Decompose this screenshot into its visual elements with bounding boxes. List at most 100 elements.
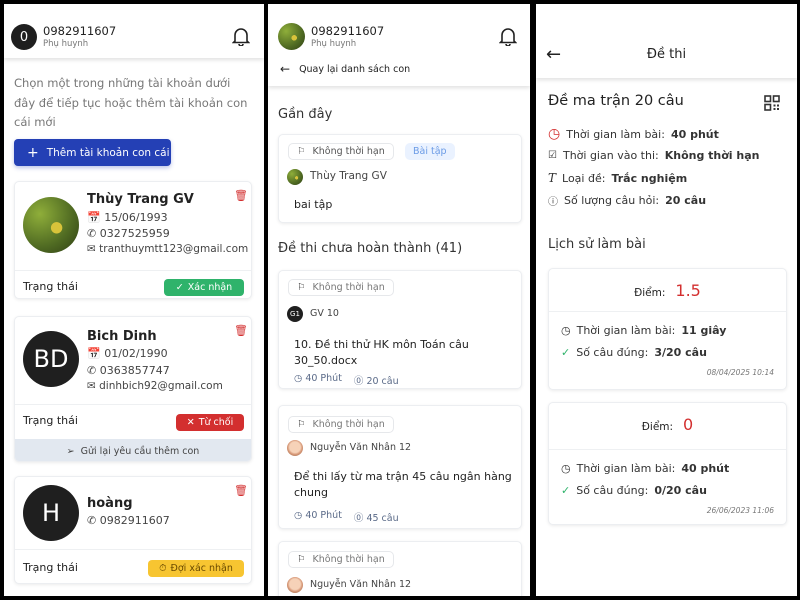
child-card[interactable]: H hoàng ✆ 0982911607 🗑 Trạng thái ⏱ Đợi … <box>14 476 252 584</box>
text-type-icon: T <box>548 171 557 185</box>
header-title: Đề thi <box>646 47 687 62</box>
user-role: Phụ huynh <box>311 39 357 49</box>
author-name: Nguyễn Văn Nhân 12 <box>310 442 412 453</box>
check-circle-icon: ✓ <box>561 484 571 497</box>
child-card[interactable]: BD Bich Dinh 📅 01/02/1990 ✆ 0363857747 ✉… <box>14 316 252 462</box>
clock-icon: ◷ <box>561 324 571 337</box>
question-count: 20 câu <box>366 376 399 387</box>
check-circle-icon: ✓ <box>561 346 571 359</box>
deadline-tag: ⚐ Không thời hạn <box>288 279 394 296</box>
question-count: 45 câu <box>366 513 399 524</box>
send-icon: ➢ <box>66 445 75 457</box>
attempt-card[interactable]: Điểm: 0 ◷ Thời gian làm bài: 40 phút ✓ Số câ… <box>548 402 787 525</box>
email-value: dinhbich92@gmail.com <box>99 380 223 392</box>
score-row: Điểm: 1.5 <box>634 281 701 300</box>
attempt-time: ◷ Thời gian làm bài: 11 giây <box>561 324 727 337</box>
child-dob: 📅 15/06/1993 <box>87 211 168 224</box>
deadline-tag: ⚐ Không thời hạn <box>288 551 394 568</box>
back-arrow-icon[interactable]: ← <box>546 44 562 65</box>
recent-title: Gần đây <box>278 107 333 122</box>
child-dashboard-screen: 0982911607 Phụ huynh ← Quay lại danh sách… <box>268 4 530 596</box>
attempt-correct: ✓ Số câu đúng: 3/20 câu <box>561 346 707 359</box>
assignment-title: bai tập <box>294 198 333 211</box>
avatar[interactable]: 0 <box>11 24 37 50</box>
child-name: hoàng <box>87 496 133 511</box>
arrow-left-icon: ← <box>280 62 291 76</box>
resend-request-button[interactable]: ➢ Gửi lại yêu cầu thêm con <box>15 439 251 461</box>
trash-icon[interactable]: 🗑 <box>234 324 248 337</box>
flag-icon: ⚐ <box>297 282 306 293</box>
child-email: ✉ tranthuymtt123@gmail.com <box>87 243 249 255</box>
email-value: tranthuymtt123@gmail.com <box>99 243 249 255</box>
qr-code-icon[interactable] <box>764 95 780 111</box>
app-header: ← Đề thi <box>536 4 797 78</box>
child-name: Bich Dinh <box>87 329 157 344</box>
author-avatar <box>287 577 303 593</box>
attempt-time: ◷ Thời gian làm bài: 40 phút <box>561 462 730 475</box>
child-phone: ✆ 0982911607 <box>87 514 170 527</box>
avatar[interactable] <box>278 23 305 50</box>
info-duration: ◷ Thời gian làm bài: 40 phút <box>548 126 719 142</box>
dob-value: 15/06/1993 <box>104 211 168 224</box>
duration: 40 Phút <box>305 510 342 521</box>
author-avatar <box>287 169 303 185</box>
trash-icon[interactable]: 🗑 <box>234 484 248 497</box>
info-question-count: ⓘ Số lượng câu hỏi: 20 câu <box>548 194 707 208</box>
phone-value: 0327525959 <box>99 227 170 240</box>
back-to-children-link[interactable]: ← Quay lại danh sách con <box>280 62 410 76</box>
bell-icon[interactable] <box>232 26 250 46</box>
exam-card[interactable]: ⚐ Không thời hạn Nguyễn Văn Nhân 12 <box>278 541 522 596</box>
child-avatar <box>23 197 79 253</box>
status-label: Trạng thái <box>23 280 78 293</box>
child-accounts-screen: 0 0982911607 Phụ huynh Chọn một trong nh… <box>4 4 264 596</box>
deadline-tag: ⚐ Không thời hạn <box>288 416 394 433</box>
recent-card[interactable]: ⚐ Không thời hạn Bài tập Thùy Trang GV ba… <box>278 134 522 223</box>
flag-icon: ⚐ <box>297 554 306 565</box>
bell-icon[interactable] <box>499 26 517 46</box>
info-start-time: ☑ Thời gian vào thi: Không thời hạn <box>548 149 760 162</box>
info-type: T Loại đề: Trắc nghiệm <box>548 171 688 185</box>
exam-meta: ◷ 40 Phút ⓪ 45 câu <box>294 510 399 524</box>
clock-icon: ◷ <box>561 462 571 475</box>
add-child-button[interactable]: + Thêm tài khoản con cái <box>14 139 171 166</box>
type-tag: Bài tập <box>405 143 455 160</box>
status-badge: ⏱ Đợi xác nhận <box>148 560 244 577</box>
add-child-label: Thêm tài khoản con cái <box>46 146 170 159</box>
child-phone: ✆ 0363857747 <box>87 364 170 377</box>
attempt-card[interactable]: Điểm: 1.5 ◷ Thời gian làm bài: 11 giây ✓ Số … <box>548 268 787 390</box>
back-label: Quay lại danh sách con <box>299 63 411 75</box>
child-card[interactable]: Thùy Trang GV 📅 15/06/1993 ✆ 0327525959 … <box>14 181 252 299</box>
description-text: Chọn một trong những tài khoản dưới đây … <box>14 76 248 129</box>
attempt-date: 08/04/2025 10:14 <box>706 368 774 377</box>
deadline-tag: ⚐ Không thời hạn <box>288 143 394 160</box>
dob-value: 01/02/1990 <box>104 347 168 360</box>
question-icon: ⓘ <box>548 197 558 208</box>
flag-icon: ⚐ <box>297 146 306 157</box>
child-phone: ✆ 0327525959 <box>87 227 170 240</box>
child-email: ✉ dinhbich92@gmail.com <box>87 380 223 392</box>
author-name: Nguyễn Văn Nhân 12 <box>310 579 412 590</box>
exam-card[interactable]: ⚐ Không thời hạn Nguyễn Văn Nhân 12 Để th… <box>278 405 522 529</box>
exam-card[interactable]: ⚐ Không thời hạn G1 GV 10 10. Đề thi thử … <box>278 270 522 389</box>
calendar-check-icon: ☑ <box>548 150 557 161</box>
score-value: 0 <box>683 415 694 434</box>
app-header: 0982911607 Phụ huynh ← Quay lại danh sách… <box>268 4 530 86</box>
attempt-date: 26/06/2023 11:06 <box>706 506 774 515</box>
status-label: Trạng thái <box>23 414 78 427</box>
child-avatar: BD <box>23 331 79 387</box>
phone-value: 0982911607 <box>99 514 170 527</box>
trash-icon[interactable]: 🗑 <box>234 189 248 202</box>
exam-detail-screen: ← Đề thi Đề ma trận 20 câu ◷ Thời gian là… <box>536 4 797 596</box>
author-avatar: G1 <box>287 306 303 322</box>
score-row: Điểm: 0 <box>641 415 694 434</box>
duration: 40 Phút <box>305 373 342 384</box>
user-phone: 0982911607 <box>43 24 117 38</box>
exam-title: Đề ma trận 20 câu <box>548 93 684 109</box>
child-name: Thùy Trang GV <box>87 192 194 207</box>
child-avatar: H <box>23 485 79 541</box>
status-badge: ✓ Xác nhận <box>164 279 244 296</box>
author-name: Thùy Trang GV <box>310 170 387 182</box>
exam-title: Để thi lấy từ ma trận 45 câu ngân hàng c… <box>294 470 512 499</box>
user-role: Phụ huynh <box>43 39 89 49</box>
status-badge: ✕ Từ chối <box>176 414 244 431</box>
